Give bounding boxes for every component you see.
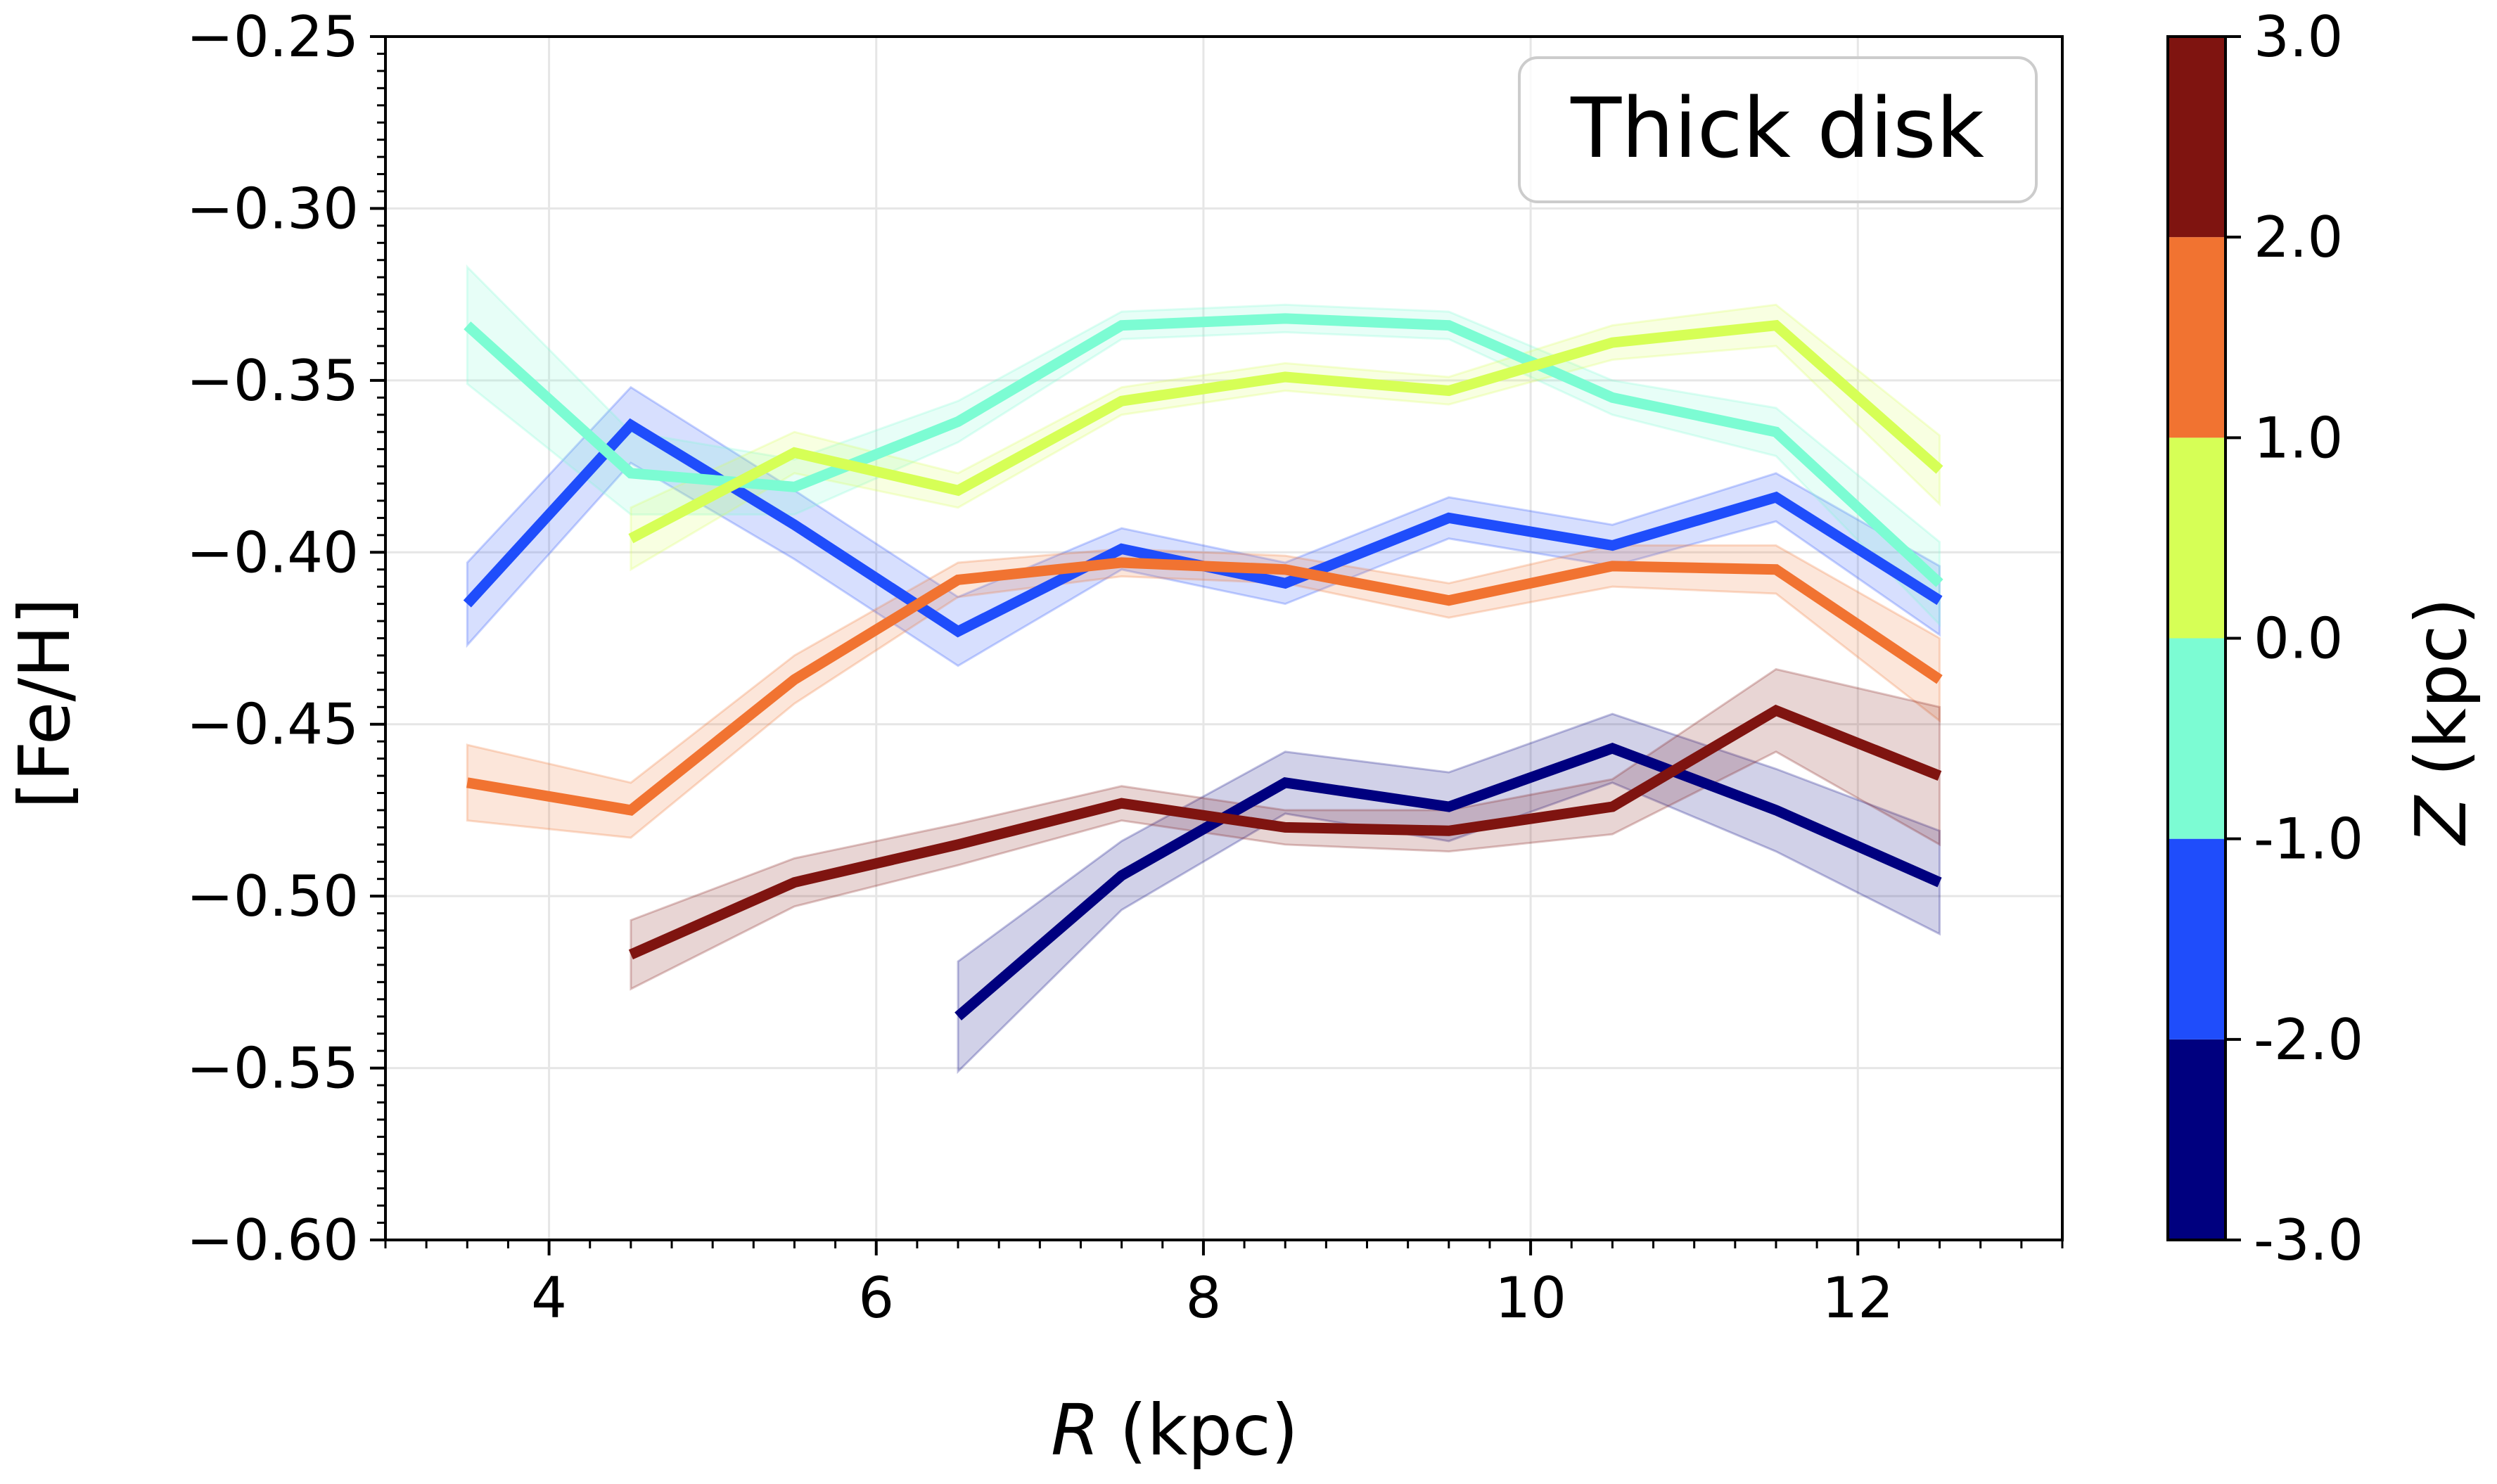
colorbar-segment-4 [2168,237,2225,438]
colorbar-title-symbol: Z [2400,794,2482,846]
line-series-0 [954,742,1942,1021]
colorbar-tick-label: 3.0 [2254,4,2343,70]
colorbar-tick-label: 0.0 [2254,606,2343,672]
legend-label: Thick disk [1570,79,1984,177]
y-tick-label: −0.55 [186,1036,359,1101]
colorbar-segment-0 [2168,1039,2225,1240]
error-band-series-3 [630,303,1941,572]
y-tick-label: −0.45 [186,692,359,757]
colorbar-tick-label: -2.0 [2254,1007,2363,1073]
x-tick-label: 8 [1185,1265,1221,1331]
x-axis-title-unit: (kpc) [1120,1389,1298,1471]
x-tick-label: 10 [1495,1265,1566,1331]
y-tick-label: −0.35 [186,348,359,414]
colorbar-tick-label: 1.0 [2254,405,2343,471]
x-axis-title: R (kpc) [1051,1389,1298,1471]
error-band-series-0 [957,712,1941,1075]
y-axis-title-group: [Fe/H] [4,598,86,810]
colorbar-segment-1 [2168,838,2225,1040]
axes: 4 6 8 10 12 −0.25 −0.30 −0.35 −0.40 −0.45 −0.50 −0.… [186,4,2064,1331]
y-axis-title: [Fe/H] [4,598,86,810]
colorbar-segment-3 [2168,437,2225,639]
line-series-5 [628,704,1942,960]
colorbar: -3.0 -2.0 -1.0 0.0 1.0 2.0 3.0 [2166,4,2363,1273]
error-band-series-2 [466,264,1941,627]
x-tick-label: 4 [531,1265,567,1331]
legend-box [1518,56,2038,203]
y-tick-label: −0.25 [186,4,359,70]
colorbar-segment-5 [2168,37,2225,238]
x-tick-label: 12 [1822,1265,1893,1331]
colorbar-title-unit: (kpc) [2400,598,2482,776]
line-series-4 [466,557,1943,816]
colorbar-tick-label: -3.0 [2254,1208,2363,1273]
y-tick-label: −0.50 [186,864,359,929]
colorbar-tick-label: 2.0 [2254,205,2343,270]
colorbar-title-group: Z (kpc) [2400,598,2482,847]
series-lines [463,313,1943,1021]
x-tick-label: 6 [858,1265,894,1331]
colorbar-segment-2 [2168,638,2225,839]
colorbar-title: Z (kpc) [2400,598,2482,847]
x-axis-title-symbol: R [1051,1389,1099,1471]
line-series-2 [464,313,1943,587]
line-series-3 [628,319,1943,544]
colorbar-tick-label: -1.0 [2254,807,2363,872]
y-tick-label: −0.40 [186,520,359,585]
y-tick-label: −0.30 [186,176,359,241]
legend: Thick disk [1518,56,2038,203]
y-tick-label: −0.60 [186,1208,359,1273]
